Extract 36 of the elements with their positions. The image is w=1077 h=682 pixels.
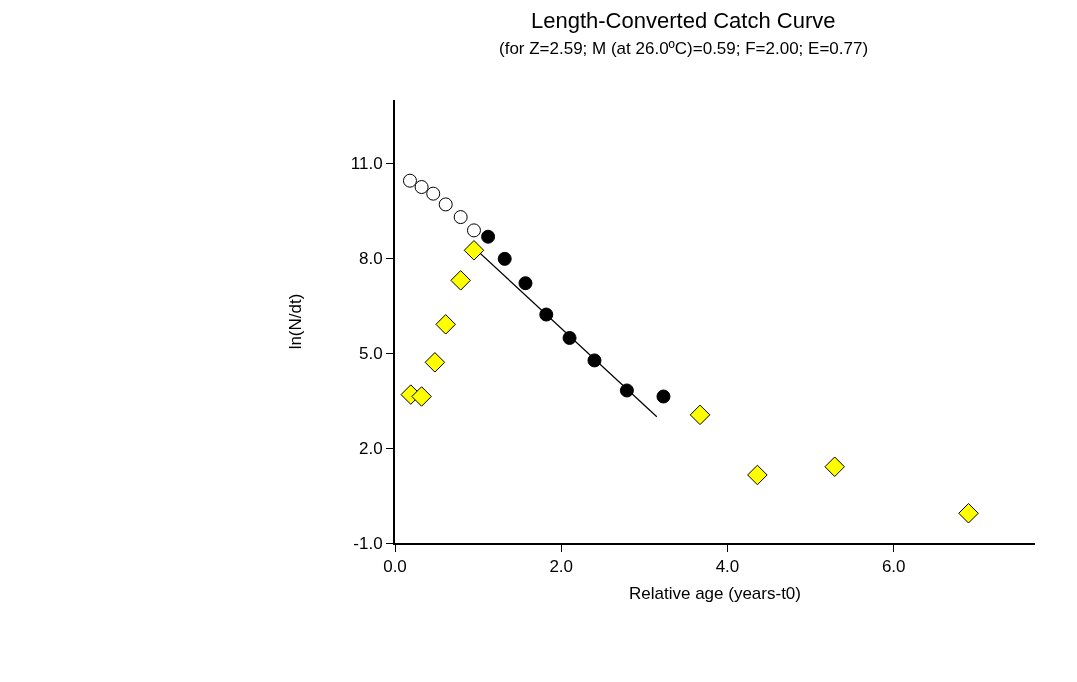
point xyxy=(463,240,485,261)
x-tick-label: 4.0 xyxy=(715,557,740,577)
y-axis-title: ln(N/dt) xyxy=(285,293,305,350)
point xyxy=(656,389,671,404)
point xyxy=(414,180,429,195)
point xyxy=(619,383,634,398)
point xyxy=(747,464,768,486)
point xyxy=(562,330,577,345)
point xyxy=(466,223,481,238)
chart-title: Length-Converted Catch Curve xyxy=(531,8,836,33)
y-tick-label: -1.0 xyxy=(353,533,383,553)
x-axis-title: Relative age (years-t0) xyxy=(629,584,801,604)
x-tick-label: 6.0 xyxy=(881,557,906,577)
x-tick-label: 0.0 xyxy=(383,557,407,577)
point xyxy=(424,352,446,373)
point xyxy=(958,503,979,524)
point xyxy=(518,276,533,291)
point xyxy=(402,173,417,188)
point xyxy=(411,386,432,407)
chart-subtitle: (for Z=2.59; M (at 26.0ºC)=0.59; F=2.00; E=0.77) xyxy=(499,39,869,58)
point xyxy=(497,251,512,266)
point xyxy=(539,307,554,322)
y-tick-label: 11.0 xyxy=(350,154,383,174)
point xyxy=(426,186,441,201)
x-tick-label: 2.0 xyxy=(549,557,574,577)
y-tick-label: 5.0 xyxy=(358,344,383,364)
point xyxy=(435,314,456,335)
point xyxy=(481,229,496,244)
point xyxy=(824,456,845,477)
point xyxy=(453,210,468,225)
point xyxy=(587,353,602,368)
y-tick-label: 2.0 xyxy=(358,439,383,459)
point xyxy=(450,270,471,291)
y-tick-label: 8.0 xyxy=(358,249,383,269)
point xyxy=(689,404,711,426)
point xyxy=(438,197,453,212)
